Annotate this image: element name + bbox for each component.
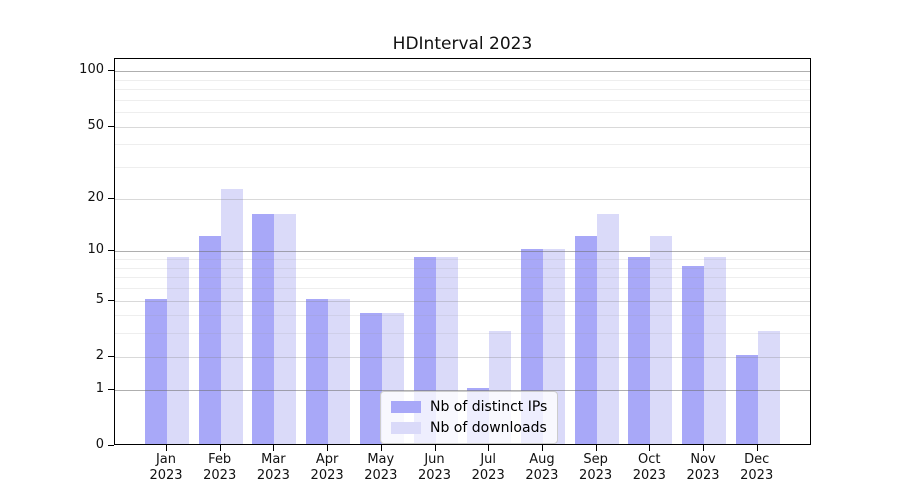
gridline-y-30 bbox=[115, 167, 810, 169]
gridline-y-5 bbox=[115, 300, 810, 302]
bar-downloads-nov-2023 bbox=[704, 257, 726, 444]
gridline-y-80 bbox=[115, 89, 810, 91]
bar-distinct-ips-nov-2023 bbox=[682, 265, 704, 444]
y-tick-label-1: 1 bbox=[95, 380, 104, 396]
gridline-y-2 bbox=[115, 356, 810, 358]
bar-downloads-feb-2023 bbox=[220, 189, 243, 444]
gridline-y-100 bbox=[115, 71, 810, 73]
x-tick-mark-feb-2023 bbox=[219, 445, 221, 451]
x-tick-label-jul-2023: Jul 2023 bbox=[471, 452, 505, 483]
bar-distinct-ips-may-2023 bbox=[359, 313, 382, 444]
legend-swatch-downloads bbox=[391, 422, 421, 434]
y-tick-mark-1 bbox=[108, 388, 114, 390]
legend-item-0: Nb of distinct IPs bbox=[391, 399, 547, 415]
x-tick-mark-may-2023 bbox=[380, 445, 382, 451]
y-tick-label-10: 10 bbox=[87, 242, 104, 258]
bar-distinct-ips-jan-2023 bbox=[145, 298, 167, 444]
x-tick-label-aug-2023: Aug 2023 bbox=[525, 452, 559, 483]
x-tick-mark-jun-2023 bbox=[434, 445, 436, 451]
x-tick-mark-nov-2023 bbox=[703, 445, 704, 451]
y-tick-label-0: 0 bbox=[95, 437, 104, 452]
bar-distinct-ips-oct-2023 bbox=[628, 257, 651, 444]
y-tick-mark-5 bbox=[108, 299, 114, 301]
gridline-y-20 bbox=[115, 198, 810, 200]
gridline-y-70 bbox=[115, 99, 810, 101]
bar-distinct-ips-feb-2023 bbox=[198, 235, 221, 444]
x-tick-label-sep-2023: Sep 2023 bbox=[579, 452, 613, 483]
x-tick-label-nov-2023: Nov 2023 bbox=[686, 452, 720, 483]
y-tick-mark-50 bbox=[108, 125, 114, 127]
x-tick-label-dec-2023: Dec 2023 bbox=[740, 452, 774, 483]
legend-label-distinct-ips: Nb of distinct IPs bbox=[430, 399, 548, 415]
bar-downloads-apr-2023 bbox=[328, 298, 351, 444]
gridline-y-8 bbox=[115, 267, 810, 269]
bar-distinct-ips-apr-2023 bbox=[306, 298, 329, 444]
y-tick-mark-20 bbox=[108, 197, 114, 199]
y-tick-label-50: 50 bbox=[87, 117, 104, 133]
x-tick-mark-jul-2023 bbox=[488, 445, 490, 451]
gridline-y-50 bbox=[115, 126, 810, 128]
y-tick-label-20: 20 bbox=[87, 189, 104, 205]
x-tick-label-feb-2023: Feb 2023 bbox=[203, 452, 237, 483]
bar-downloads-dec-2023 bbox=[757, 331, 780, 444]
gridline-y-60 bbox=[115, 112, 810, 114]
y-tick-label-5: 5 bbox=[95, 291, 104, 307]
x-tick-mark-jan-2023 bbox=[166, 445, 167, 451]
x-tick-mark-oct-2023 bbox=[649, 445, 651, 451]
bars-layer bbox=[115, 59, 810, 444]
bar-downloads-oct-2023 bbox=[650, 235, 673, 444]
y-tick-label-2: 2 bbox=[95, 347, 104, 363]
bar-downloads-sep-2023 bbox=[596, 213, 619, 444]
gridline-y-9 bbox=[115, 259, 810, 260]
x-tick-mark-apr-2023 bbox=[327, 445, 329, 451]
x-tick-mark-mar-2023 bbox=[273, 445, 275, 451]
gridline-y-4 bbox=[115, 315, 810, 317]
x-tick-label-jan-2023: Jan 2023 bbox=[149, 452, 183, 483]
bar-distinct-ips-mar-2023 bbox=[252, 213, 275, 444]
x-tick-label-oct-2023: Oct 2023 bbox=[632, 452, 666, 483]
x-tick-mark-sep-2023 bbox=[595, 445, 597, 451]
gridline-y-7 bbox=[115, 277, 810, 279]
y-tick-label-100: 100 bbox=[79, 62, 104, 78]
x-tick-mark-aug-2023 bbox=[541, 445, 543, 451]
legend-swatch-distinct-ips bbox=[391, 401, 421, 413]
x-tick-label-jun-2023: Jun 2023 bbox=[417, 452, 452, 483]
gridline-y-6 bbox=[115, 288, 810, 289]
legend-label-downloads: Nb of downloads bbox=[430, 420, 547, 436]
y-tick-mark-0 bbox=[108, 445, 114, 446]
chart-title: HDInterval 2023 bbox=[392, 34, 533, 54]
gridline-layer bbox=[115, 59, 810, 444]
gridline-y-3 bbox=[115, 333, 810, 335]
bar-downloads-mar-2023 bbox=[274, 213, 297, 444]
x-tick-label-apr-2023: Apr 2023 bbox=[310, 452, 344, 483]
y-tick-mark-10 bbox=[108, 250, 114, 252]
y-tick-mark-100 bbox=[108, 70, 114, 72]
gridline-y-90 bbox=[115, 79, 810, 81]
gridline-y-1 bbox=[115, 389, 810, 391]
gridline-y-40 bbox=[115, 144, 810, 146]
gridline-y-10 bbox=[115, 251, 810, 253]
legend-box: Nb of distinct IPs Nb of downloads bbox=[380, 391, 559, 444]
x-tick-label-mar-2023: Mar 2023 bbox=[256, 452, 290, 483]
x-tick-mark-dec-2023 bbox=[756, 445, 758, 451]
plot-area bbox=[114, 58, 811, 445]
bar-distinct-ips-dec-2023 bbox=[735, 354, 758, 444]
x-tick-label-may-2023: May 2023 bbox=[364, 452, 398, 483]
y-tick-mark-2 bbox=[108, 355, 114, 357]
legend-item-1: Nb of downloads bbox=[391, 420, 547, 436]
bar-downloads-jan-2023 bbox=[167, 257, 189, 444]
bar-distinct-ips-sep-2023 bbox=[574, 235, 597, 444]
